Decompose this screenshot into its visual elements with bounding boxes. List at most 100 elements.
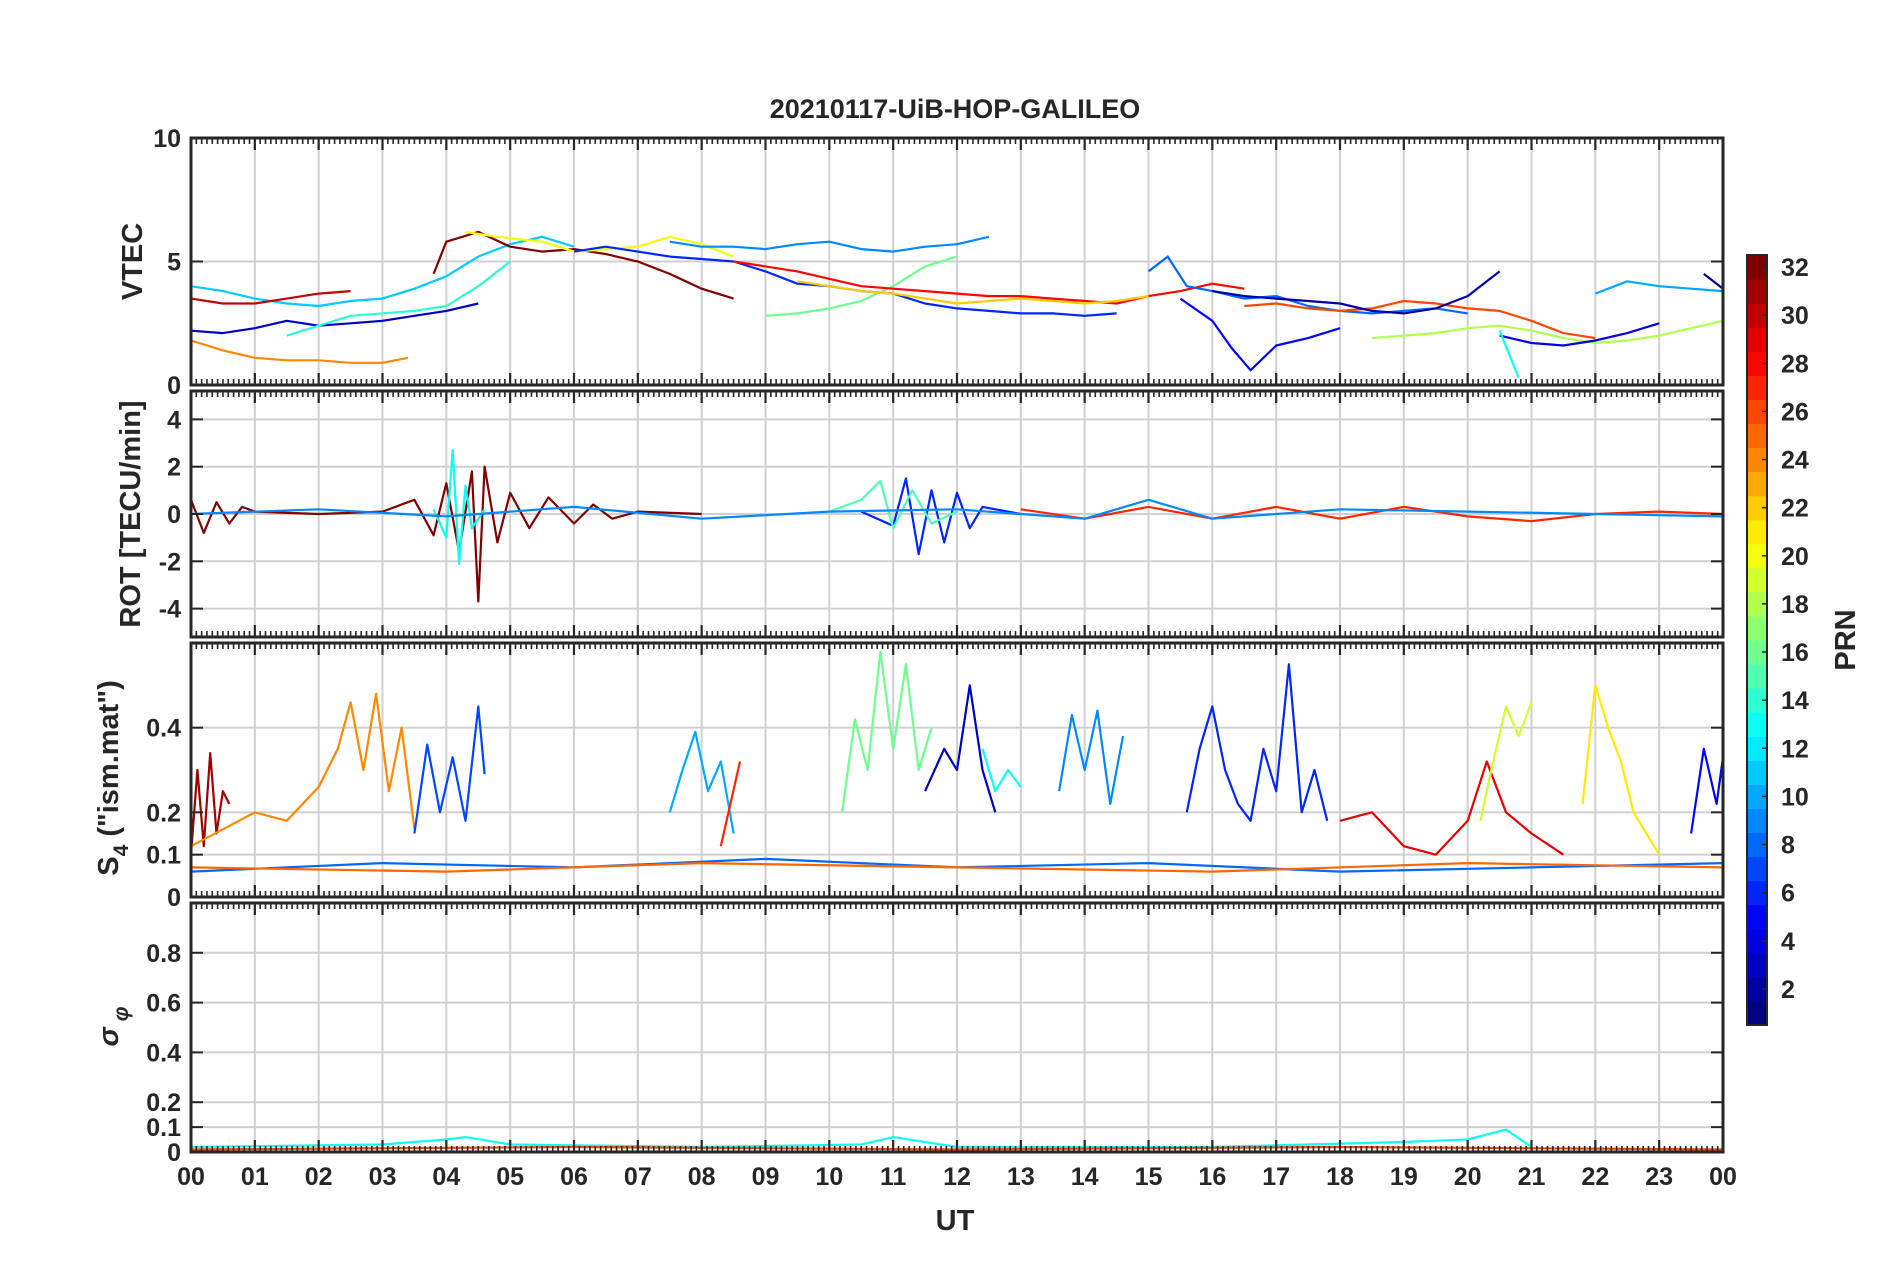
series-prn-24: [190, 339, 409, 364]
colorbar-tick-label: 32: [1781, 254, 1809, 282]
colorbar-swatch: [1747, 688, 1767, 713]
x-tick-label: 11: [880, 1163, 907, 1191]
y-axis-title-subscript: φ: [110, 1006, 133, 1021]
x-tick-label: 08: [688, 1163, 716, 1191]
colorbar-tick-label: 18: [1781, 591, 1809, 619]
series-prn-29: [1339, 760, 1565, 856]
y-tick-label: 0: [167, 372, 181, 400]
colorbar-swatch: [1747, 712, 1767, 737]
grid-layer: [191, 137, 1723, 1153]
colorbar-swatch: [1747, 495, 1767, 521]
series-prn-32: [189, 465, 702, 603]
colorbar-swatch: [1747, 543, 1767, 569]
y-tick-label: 0.2: [146, 799, 181, 827]
y-axis-title-main: σ: [93, 1026, 125, 1047]
colorbar-tick-label: 8: [1781, 832, 1795, 860]
x-tick-label: 12: [943, 1163, 971, 1191]
colorbar-swatch: [1747, 279, 1767, 304]
colorbar-frame: [1746, 254, 1768, 1026]
colorbar-tick-label: 24: [1781, 447, 1809, 475]
x-tick-label: 00: [177, 1163, 205, 1191]
colorbar-swatch: [1747, 351, 1767, 376]
x-tick-label: 01: [241, 1163, 269, 1191]
colorbar-swatch: [1747, 928, 1767, 954]
series-prn-2: [1212, 270, 1501, 315]
y-tick-label: 2: [167, 454, 181, 482]
colorbar-swatch: [1747, 327, 1767, 352]
series-prn-13: [190, 1128, 1533, 1149]
colorbar-swatch: [1747, 567, 1767, 593]
series-prn-5: [1179, 297, 1341, 372]
colorbar-swatch: [1747, 1000, 1767, 1026]
colorbar-tick-label: 20: [1781, 543, 1809, 571]
x-tick-label: 17: [1262, 1163, 1290, 1191]
x-tick-label: 13: [1007, 1163, 1035, 1191]
colorbar-tick-label: 14: [1781, 687, 1809, 715]
colorbar-tick-label: 22: [1781, 495, 1809, 523]
colorbar-swatch: [1747, 736, 1767, 761]
colorbar-swatch: [1747, 760, 1767, 785]
colorbar-swatch: [1747, 952, 1767, 978]
series-prn-16: [765, 255, 958, 317]
colorbar-swatch: [1747, 664, 1767, 689]
colorbar-swatch: [1747, 519, 1767, 545]
series-prn-3: [190, 302, 479, 335]
series-prn-28: [733, 260, 1245, 305]
colorbar-label: PRN: [1830, 609, 1862, 670]
series-prn-16: [841, 650, 933, 813]
y-tick-label: 0: [167, 1139, 181, 1167]
colorbar-swatch: [1747, 640, 1767, 665]
series-layer: [189, 230, 1725, 1151]
colorbar-swatch: [1747, 423, 1767, 449]
colorbar-swatch: [1747, 808, 1767, 834]
x-tick-label: 09: [752, 1163, 780, 1191]
series-prn-31: [189, 751, 231, 855]
x-tick-label: 14: [1071, 1163, 1099, 1191]
y-tick-label: 0: [167, 884, 181, 912]
y-tick-label: 0.4: [146, 1039, 181, 1067]
x-tick-label: 22: [1581, 1163, 1609, 1191]
colorbar-swatch: [1747, 471, 1767, 497]
colorbar-swatch: [1747, 976, 1767, 1002]
x-tick-label: 06: [560, 1163, 588, 1191]
series-prn-3: [924, 684, 997, 813]
series-prn-4: [1499, 322, 1660, 347]
series-prn-6: [1185, 663, 1329, 822]
colorbar-swatch: [1747, 784, 1767, 810]
x-tick-label: 20: [1454, 1163, 1482, 1191]
series-prn-18: [1371, 319, 1724, 345]
x-tick-label: 23: [1645, 1163, 1673, 1191]
colorbar-tick-label: 30: [1781, 302, 1809, 330]
x-tick-label: 05: [496, 1163, 524, 1191]
y-tick-label: 0.1: [146, 842, 181, 870]
x-tick-label: 19: [1390, 1163, 1418, 1191]
x-axis-title: UT: [936, 1205, 975, 1237]
x-tick-label: 10: [815, 1163, 843, 1191]
y-tick-label: 0.8: [146, 940, 181, 968]
series-prn-10: [1594, 280, 1724, 295]
y-axis-title-main: S: [93, 856, 125, 875]
series-prn-24: [190, 692, 416, 848]
series-prn-8: [1147, 255, 1468, 315]
colorbar-tick-label: 16: [1781, 639, 1809, 667]
x-tick-label: 07: [624, 1163, 652, 1191]
series-prn-11: [190, 235, 575, 308]
series-prn-13: [1498, 330, 1520, 379]
x-tick-label: 16: [1198, 1163, 1226, 1191]
y-tick-label: 5: [167, 249, 181, 277]
colorbar-tick-label: 28: [1781, 350, 1809, 378]
series-prn-27: [719, 761, 742, 847]
colorbar-swatch: [1747, 447, 1767, 473]
y-axis-title-s4: S4 ("ism.mat"): [93, 680, 133, 876]
y-axis-title-sigma: σφ: [93, 1006, 133, 1046]
x-tick-label: 04: [432, 1163, 460, 1191]
x-tick-label: 18: [1326, 1163, 1354, 1191]
y-tick-label: -2: [159, 548, 181, 576]
series-prn-7: [413, 705, 486, 834]
chart-title: 20210117-UiB-HOP-GALILEO: [770, 94, 1141, 124]
series-prn-6: [860, 477, 1022, 556]
y-tick-label: 10: [153, 125, 181, 153]
y-tick-label: 0.4: [146, 715, 181, 743]
